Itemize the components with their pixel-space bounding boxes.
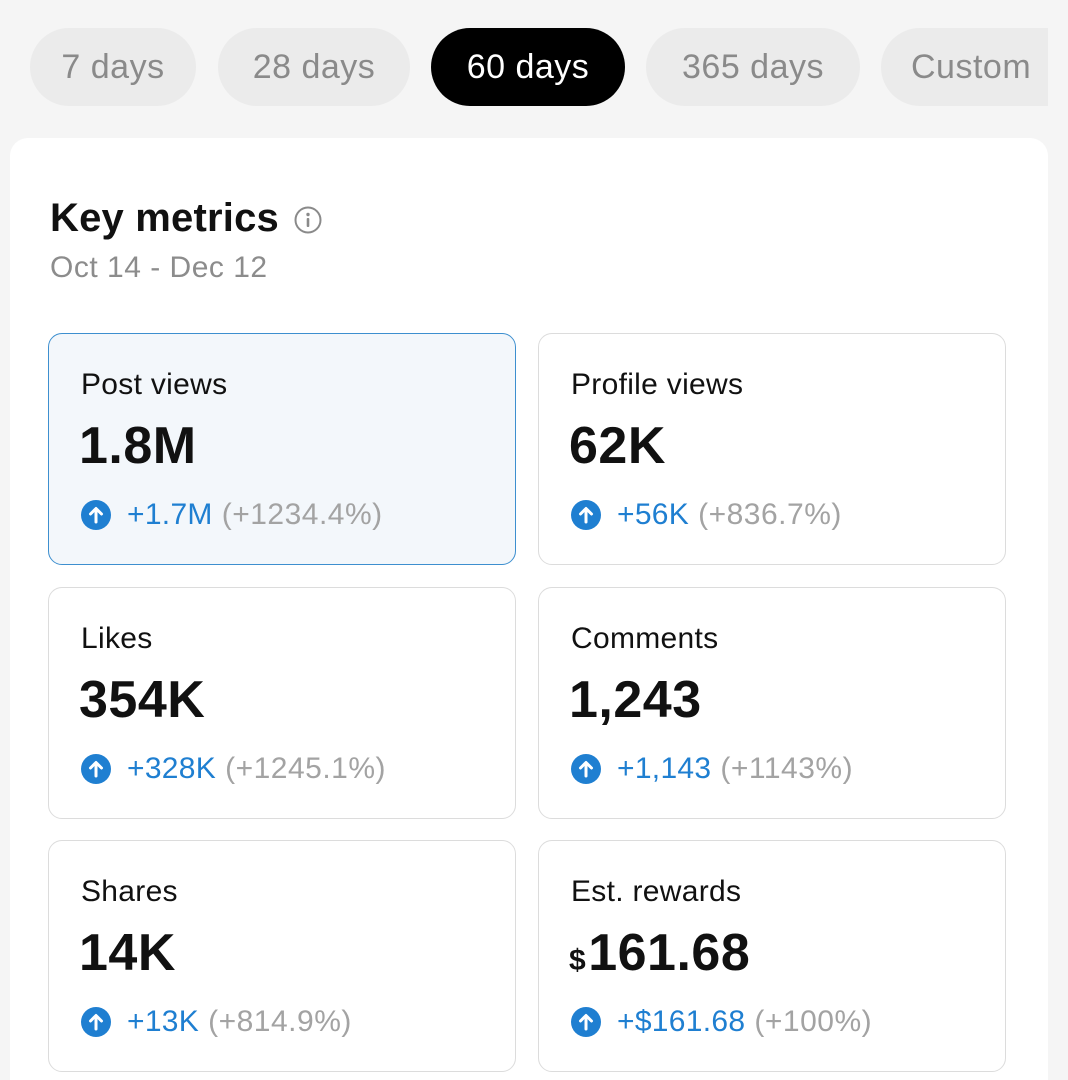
metric-tile-shares[interactable]: Shares 14K +13K (+814.9%) [48,840,516,1072]
metric-tile-est-rewards[interactable]: Est. rewards $161.68 +$161.68 (+100%) [538,840,1006,1072]
metric-value: 14K [79,924,176,982]
metric-value: 62K [569,417,666,475]
arrow-up-circle-icon [571,754,601,784]
metric-label: Est. rewards [571,875,742,908]
metric-label: Comments [571,622,719,655]
metric-label: Post views [81,368,228,401]
metric-change-value: +56K [617,498,690,531]
key-metrics-date-range: Oct 14 - Dec 12 [50,251,268,284]
metric-change: +1,143 (+1143%) [571,752,853,786]
metric-change: +56K (+836.7%) [571,498,842,532]
metric-value: $161.68 [569,923,750,983]
metric-tile-profile-views[interactable]: Profile views 62K +56K (+836.7%) [538,333,1006,565]
metric-change-value: +13K [127,1005,200,1038]
key-metrics-card: Key metrics Oct 14 - Dec 12 Post views 1… [10,138,1048,1080]
arrow-up-circle-icon [571,500,601,530]
metric-change-value: +$161.68 [617,1005,746,1038]
metric-change-value: +1,143 [617,752,712,785]
metric-change-percent: (+1143%) [720,752,854,785]
metric-label: Shares [81,875,178,908]
metric-value-amount: 161.68 [588,924,751,982]
metric-value: 354K [79,671,206,729]
range-bar-edge [1048,0,1068,120]
key-metrics-title: Key metrics [50,196,279,240]
range-pill-365-days[interactable]: 365 days [646,28,860,106]
metric-change: +$161.68 (+100%) [571,1005,872,1039]
metric-change-percent: (+100%) [754,1005,873,1038]
range-pill-custom[interactable]: Custom [881,28,1048,106]
arrow-up-circle-icon [81,754,111,784]
arrow-up-circle-icon [571,1007,601,1037]
date-range-selector: 7 days 28 days 60 days 365 days Custom [0,0,1048,120]
range-pill-7-days[interactable]: 7 days [30,28,196,106]
metric-tile-comments[interactable]: Comments 1,243 +1,143 (+1143%) [538,587,1006,819]
metric-tile-likes[interactable]: Likes 354K +328K (+1245.1%) [48,587,516,819]
metric-tile-post-views[interactable]: Post views 1.8M +1.7M (+1234.4%) [48,333,516,565]
range-pill-60-days[interactable]: 60 days [431,28,625,106]
metric-change-percent: (+1234.4%) [221,498,383,531]
metric-change-percent: (+836.7%) [698,498,842,531]
currency-symbol: $ [569,944,587,977]
arrow-up-circle-icon [81,1007,111,1037]
metric-change-percent: (+814.9%) [208,1005,352,1038]
arrow-up-circle-icon [81,500,111,530]
metric-change-value: +328K [127,752,217,785]
range-pill-28-days[interactable]: 28 days [218,28,410,106]
metric-change: +328K (+1245.1%) [81,752,386,786]
metric-value: 1.8M [79,417,197,475]
metric-change: +1.7M (+1234.4%) [81,498,383,532]
metric-label: Likes [81,622,153,655]
metric-change-percent: (+1245.1%) [225,752,387,785]
metric-change: +13K (+814.9%) [81,1005,352,1039]
metric-value: 1,243 [569,671,702,729]
metric-label: Profile views [571,368,744,401]
metric-change-value: +1.7M [127,498,213,531]
key-metrics-header: Key metrics [50,196,323,241]
info-icon[interactable] [293,205,323,235]
